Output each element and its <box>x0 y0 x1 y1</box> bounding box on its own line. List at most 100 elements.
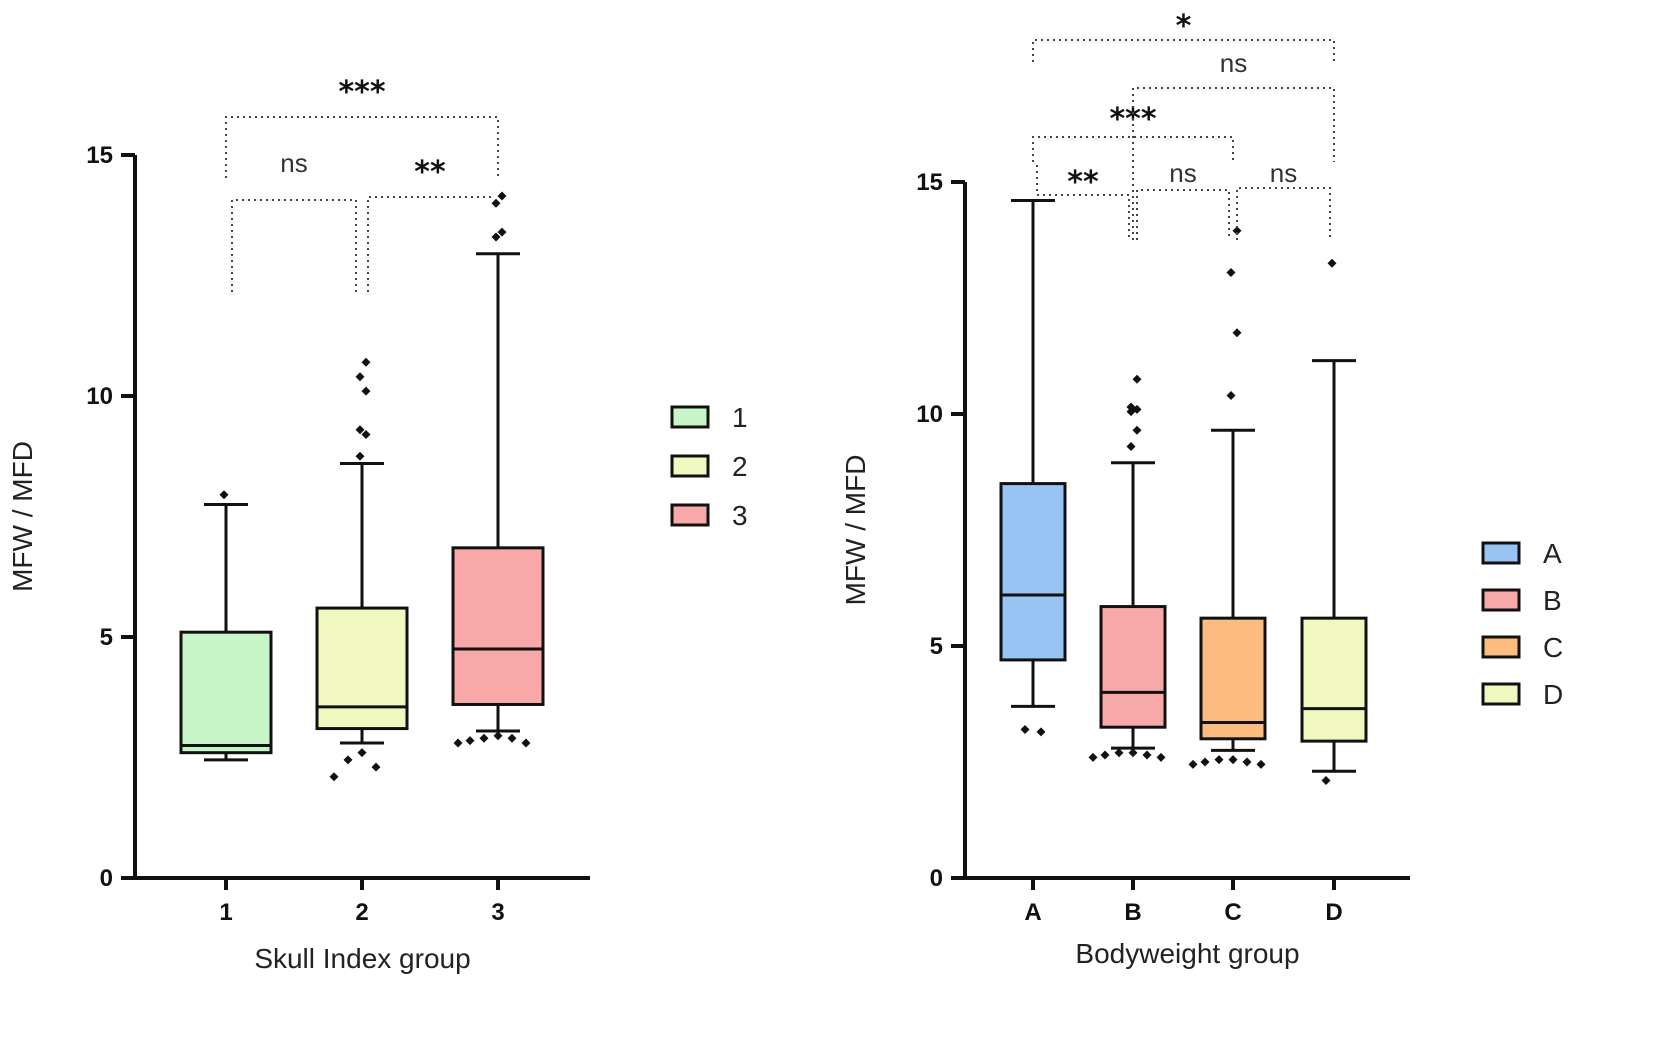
x-tick-label: C <box>1224 899 1241 926</box>
outlier-point <box>371 762 381 772</box>
box-plot-1 <box>179 490 273 762</box>
x-tick-label: 1 <box>219 899 232 926</box>
significance-label: ns <box>280 148 307 178</box>
legend-label: 3 <box>732 500 748 531</box>
box-plot-A <box>999 199 1067 737</box>
outlier-point <box>1132 374 1142 384</box>
outlier-point <box>1128 748 1138 758</box>
significance-bracket: ** <box>367 155 493 292</box>
outlier-point <box>453 738 463 748</box>
significance-bracket: ns <box>1136 158 1230 240</box>
bracket-line <box>367 195 493 292</box>
legend-swatch <box>1481 541 1521 565</box>
outlier-point <box>355 425 365 435</box>
outlier-point <box>493 731 503 741</box>
x-tick-label: B <box>1124 899 1141 926</box>
y-axis-title: MFW / MFD <box>7 441 38 592</box>
significance-bracket: ns <box>1236 158 1331 240</box>
outlier-point <box>1232 328 1242 338</box>
outlier-point <box>1242 757 1252 767</box>
legend-label: 2 <box>732 451 748 482</box>
iqr-box <box>451 546 545 706</box>
outlier-point <box>1226 390 1236 400</box>
iqr-box <box>1300 616 1368 743</box>
legend-label: 1 <box>732 402 748 433</box>
box-plot-3 <box>451 191 545 748</box>
legend-item-3: 3 <box>670 500 748 531</box>
box-plot-D <box>1300 258 1368 786</box>
outlier-point <box>491 232 501 242</box>
legend-swatch <box>1481 635 1521 659</box>
y-tick-label: 5 <box>100 624 113 651</box>
y-tick-label: 15 <box>916 169 943 196</box>
bracket-line <box>1236 187 1331 240</box>
legend-item-1: 1 <box>670 402 748 433</box>
x-axis-title: Skull Index group <box>254 943 470 974</box>
y-tick-label: 0 <box>930 865 943 892</box>
legend-swatch <box>1481 682 1521 706</box>
outlier-point <box>1126 441 1136 451</box>
outlier-point <box>1256 759 1266 769</box>
legend-item-D: D <box>1481 679 1563 710</box>
bracket-line <box>1136 189 1230 240</box>
x-tick-label: D <box>1325 899 1342 926</box>
x-tick-label: 2 <box>355 899 368 926</box>
outlier-point <box>1156 752 1166 762</box>
outlier-point <box>355 451 365 461</box>
x-tick-label: 3 <box>491 899 504 926</box>
legend-item-C: C <box>1481 632 1563 663</box>
outlier-point <box>1188 759 1198 769</box>
y-axis-title: MFW / MFD <box>840 455 871 606</box>
outlier-point <box>1020 725 1030 735</box>
significance-bracket: ns <box>1132 48 1335 240</box>
significance-label: ns <box>1169 158 1196 188</box>
outlier-point <box>465 736 475 746</box>
outlier-point <box>497 227 507 237</box>
legend-label: B <box>1543 585 1562 616</box>
legend-item-2: 2 <box>670 451 748 482</box>
outlier-point <box>1114 748 1124 758</box>
iqr-box <box>315 606 409 731</box>
legend-swatch <box>670 454 710 478</box>
bracket-line <box>1032 136 1234 162</box>
bracket-line <box>1132 87 1335 240</box>
box-plot-C <box>1188 226 1267 769</box>
iqr-box <box>1199 616 1267 741</box>
significance-label: ** <box>1067 165 1099 200</box>
significance-bracket: *** <box>225 75 499 178</box>
significance-bracket: ns <box>231 148 357 292</box>
outlier-point <box>1100 750 1110 760</box>
outlier-point <box>355 372 365 382</box>
outlier-point <box>361 357 371 367</box>
y-tick-label: 15 <box>86 142 113 169</box>
outlier-point <box>361 386 371 396</box>
legend-label: D <box>1543 679 1563 710</box>
outlier-point <box>497 191 507 201</box>
outlier-point <box>1214 755 1224 765</box>
x-tick-label: A <box>1024 899 1041 926</box>
outlier-point <box>1126 402 1136 412</box>
legend-swatch <box>670 503 710 527</box>
outlier-point <box>1321 776 1331 786</box>
bracket-line <box>225 116 499 178</box>
box-plot-B <box>1088 374 1167 762</box>
outlier-point <box>1226 267 1236 277</box>
outlier-point <box>1036 727 1046 737</box>
outlier-point <box>1088 752 1098 762</box>
bracket-line <box>1036 165 1130 240</box>
outlier-point <box>491 198 501 208</box>
significance-bracket: * <box>1032 9 1335 62</box>
outlier-point <box>329 772 339 782</box>
legend-item-B: B <box>1481 585 1562 616</box>
iqr-box <box>999 482 1067 662</box>
outlier-point <box>1132 425 1142 435</box>
outlier-point <box>479 733 489 743</box>
significance-label: ns <box>1270 158 1297 188</box>
y-tick-label: 5 <box>930 633 943 660</box>
outlier-point <box>507 733 517 743</box>
legend-swatch <box>1481 588 1521 612</box>
significance-label: ** <box>414 155 446 190</box>
significance-bracket: ** <box>1036 165 1130 240</box>
